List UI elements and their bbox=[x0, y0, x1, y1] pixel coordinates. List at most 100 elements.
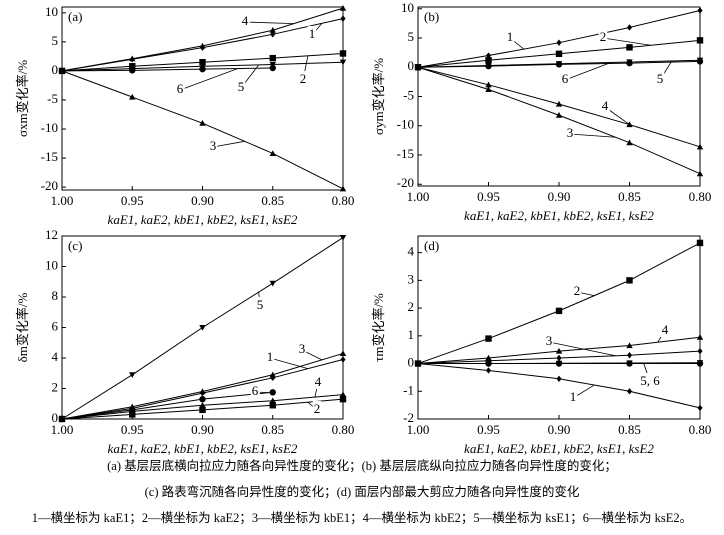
marker bbox=[129, 411, 136, 418]
marker bbox=[555, 307, 563, 315]
marker bbox=[696, 360, 704, 367]
series-label: 2 bbox=[600, 29, 607, 44]
x-tick-label: 1.00 bbox=[51, 422, 74, 437]
x-tick-label: 0.85 bbox=[261, 193, 284, 208]
leader-line bbox=[244, 21, 294, 25]
label-bg bbox=[312, 400, 322, 416]
leader-line bbox=[212, 140, 245, 148]
x-tick-label: 0.95 bbox=[121, 422, 144, 437]
marker bbox=[199, 65, 206, 73]
marker bbox=[485, 52, 492, 59]
label-bg bbox=[560, 70, 570, 86]
caption-line: (a) 基层层底横向拉应力随各向异性度的变化；(b) 基层层底纵向拉应力随各向异… bbox=[107, 458, 617, 473]
marker bbox=[58, 415, 66, 423]
y-tick-label: 4 bbox=[52, 349, 59, 364]
label-bg bbox=[255, 296, 265, 312]
y-tick-label: 0 bbox=[52, 410, 59, 425]
series-label: 6 bbox=[562, 71, 569, 86]
marker bbox=[626, 139, 633, 146]
marker bbox=[697, 347, 703, 355]
marker bbox=[129, 55, 136, 62]
series-label: 3 bbox=[210, 138, 217, 153]
marker bbox=[626, 388, 633, 395]
x-tick-label: 0.95 bbox=[477, 189, 500, 204]
series-label: 5 bbox=[257, 297, 264, 312]
series-line bbox=[417, 10, 701, 68]
x-tick-label: 1.00 bbox=[407, 189, 430, 204]
marker bbox=[58, 67, 66, 75]
marker bbox=[269, 402, 276, 409]
y-tick-label: -10 bbox=[41, 120, 58, 135]
series-label: 2 bbox=[574, 283, 581, 298]
marker bbox=[555, 347, 563, 354]
series-label: 4 bbox=[602, 98, 609, 113]
marker bbox=[485, 62, 492, 70]
marker bbox=[270, 31, 276, 38]
x-tick-label: 0.80 bbox=[332, 193, 355, 208]
marker bbox=[485, 367, 492, 374]
marker bbox=[555, 360, 563, 367]
plot-frame bbox=[61, 6, 344, 191]
label-bg bbox=[655, 70, 665, 86]
marker bbox=[696, 37, 704, 44]
panel-label: (d) bbox=[424, 238, 439, 253]
label-bg bbox=[572, 282, 582, 298]
y-axis-label: δm变化率/% bbox=[15, 292, 30, 362]
leader-line bbox=[569, 133, 616, 138]
marker bbox=[556, 375, 562, 382]
series-label: 2 bbox=[314, 401, 321, 416]
x-tick-label: 1.00 bbox=[51, 193, 74, 208]
marker bbox=[199, 119, 206, 126]
series-label: 4 bbox=[662, 322, 669, 337]
y-tick-label: 5 bbox=[408, 29, 415, 44]
marker bbox=[556, 354, 562, 362]
x-axis-label: kaE1, kaE2, kbE1, kbE2, ksE1, ksE2 bbox=[108, 441, 298, 456]
marker bbox=[626, 342, 633, 349]
x-axis-label: kaE1, kaE2, kbE1, kbE2, ksE1, ksE2 bbox=[464, 208, 654, 223]
series-label: 4 bbox=[315, 374, 322, 389]
series-label: 1 bbox=[570, 389, 577, 404]
marker bbox=[339, 234, 347, 241]
label-bg bbox=[298, 70, 308, 86]
marker bbox=[269, 27, 276, 33]
x-tick-label: 0.95 bbox=[121, 193, 144, 208]
leader-line bbox=[269, 357, 308, 370]
marker bbox=[485, 335, 492, 342]
marker bbox=[339, 391, 347, 398]
marker bbox=[485, 354, 492, 361]
marker bbox=[696, 58, 704, 65]
leader-line bbox=[602, 37, 651, 46]
series-line bbox=[61, 70, 344, 190]
label-bg bbox=[208, 137, 218, 153]
label-bg bbox=[568, 388, 578, 404]
x-tick-label: 0.80 bbox=[332, 422, 355, 437]
y-tick-label: 8 bbox=[52, 288, 59, 303]
x-tick-label: 0.80 bbox=[689, 189, 712, 204]
marker bbox=[269, 280, 276, 287]
marker bbox=[696, 239, 704, 247]
marker bbox=[129, 93, 136, 100]
series-line bbox=[417, 242, 701, 365]
y-tick-label: 3 bbox=[408, 271, 415, 286]
marker bbox=[129, 372, 136, 378]
x-tick-label: 0.85 bbox=[261, 422, 284, 437]
series-label: 5, 6 bbox=[640, 373, 660, 388]
y-tick-label: 2 bbox=[408, 299, 415, 314]
marker bbox=[485, 57, 492, 64]
label-bg bbox=[313, 373, 323, 389]
series-label: 1 bbox=[267, 349, 274, 364]
label-bg bbox=[236, 78, 246, 94]
marker bbox=[199, 388, 206, 395]
y-axis-label: σxm变化率/% bbox=[15, 60, 30, 137]
marker bbox=[555, 100, 563, 107]
y-tick-label: 10 bbox=[401, 0, 414, 15]
marker bbox=[199, 406, 206, 414]
series-label: 6 bbox=[177, 81, 184, 96]
marker bbox=[269, 64, 276, 72]
label-bg bbox=[175, 80, 185, 96]
marker bbox=[485, 81, 492, 88]
y-tick-label: 10 bbox=[45, 257, 58, 272]
panel-label: (c) bbox=[68, 238, 82, 253]
marker bbox=[339, 350, 347, 356]
marker bbox=[129, 406, 136, 414]
